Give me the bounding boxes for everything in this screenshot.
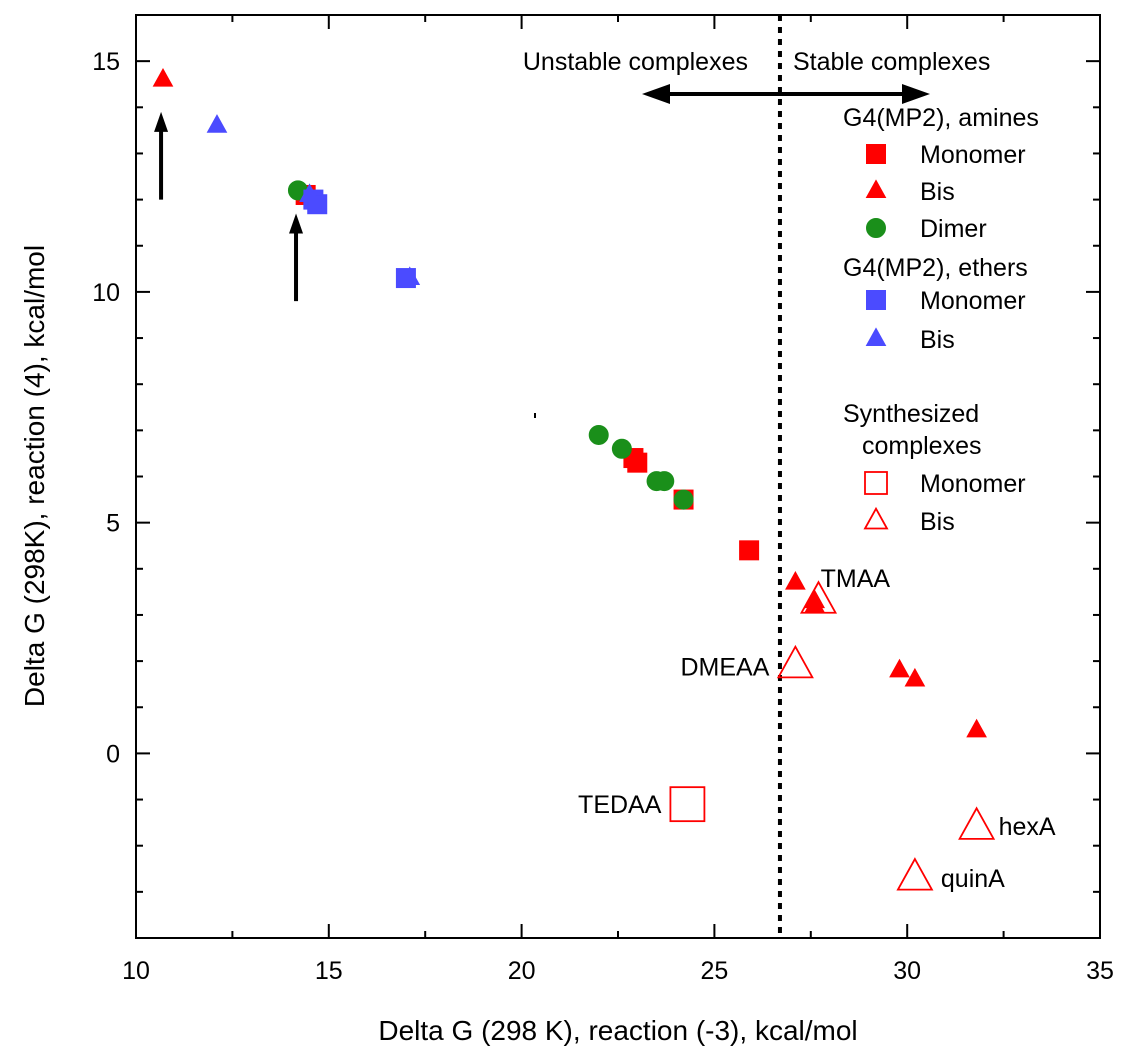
circle-point [673,489,694,510]
circle-point [611,438,632,459]
triangle-point [399,266,421,286]
x-tick-label: 30 [893,957,921,985]
legend-circle-marker [866,218,886,238]
legend: G4(MP2), amines Monomer Bis Dimer G4(MP2), e… [843,104,1039,536]
point-label: hexA [999,813,1056,841]
legend-entry-label: Monomer [920,470,1026,498]
legend-triangle-marker [865,179,887,198]
legend-square-marker [866,290,886,310]
stable-region-label: Stable complexes [793,48,990,76]
open-square-point [669,786,706,823]
point-labels: TMAA DMEAA TEDAA hexA quinA [578,565,1056,893]
legend-triangle-marker [865,327,887,346]
x-tick-label: 20 [508,957,536,985]
x-tick-label: 15 [315,957,343,985]
open-triangle-point [776,644,814,679]
arrow-head [289,213,304,234]
open-triangle-point [958,806,996,840]
y-tick-label: 5 [106,510,120,538]
shift-arrows [154,111,304,302]
x-axis-title: Delta G (298 K), reaction (-3), kcal/mol [378,1015,857,1046]
triangle-point [785,571,806,590]
unstable-region-label: Unstable complexes [523,48,748,76]
circle-point [654,471,675,492]
triangle-point [152,67,174,87]
legend-triangle-marker [863,506,889,530]
legend-group-title: complexes [862,432,982,460]
legend-entry-label: Bis [920,508,955,536]
x-tick-label: 25 [700,957,728,985]
point-label: DMEAA [680,654,769,682]
square-point [739,540,760,561]
point-label: TEDAA [578,791,662,819]
legend-square-marker [864,471,888,495]
y-axis-title: Delta G (298K), reaction (4), kcal/mol [19,245,50,707]
point-label: TMAA [821,565,891,593]
stability-double-arrow [642,84,930,104]
open-triangle-point [896,857,934,891]
legend-entry-label: Dimer [920,215,987,243]
arrow-head [154,111,169,132]
triangle-point [904,667,926,687]
axis-tick-labels: 10 15 20 25 30 35 0 5 10 15 [92,48,1114,985]
legend-group-title: G4(MP2), amines [843,104,1039,132]
data-points [152,67,996,891]
triangle-point [889,658,910,678]
y-tick-label: 10 [92,279,120,307]
legend-entry-label: Bis [920,326,955,354]
legend-entry-label: Monomer [920,141,1026,169]
legend-group-title: Synthesized [843,400,979,428]
legend-entry-label: Bis [920,178,955,206]
triangle-point [206,114,228,133]
point-label: quinA [941,865,1005,893]
x-tick-label: 35 [1086,957,1114,985]
y-tick-label: 15 [92,48,120,76]
square-point [627,452,648,473]
triangle-point [299,183,320,202]
legend-square-marker [866,144,886,164]
legend-group-title: G4(MP2), ethers [843,254,1028,282]
triangle-point [966,718,987,738]
y-tick-label: 0 [106,740,120,768]
open-triangle-point [799,580,838,614]
circle-point [588,424,609,445]
x-tick-label: 10 [122,957,150,985]
legend-entry-label: Monomer [920,287,1026,315]
axis-ticks [135,14,1101,939]
